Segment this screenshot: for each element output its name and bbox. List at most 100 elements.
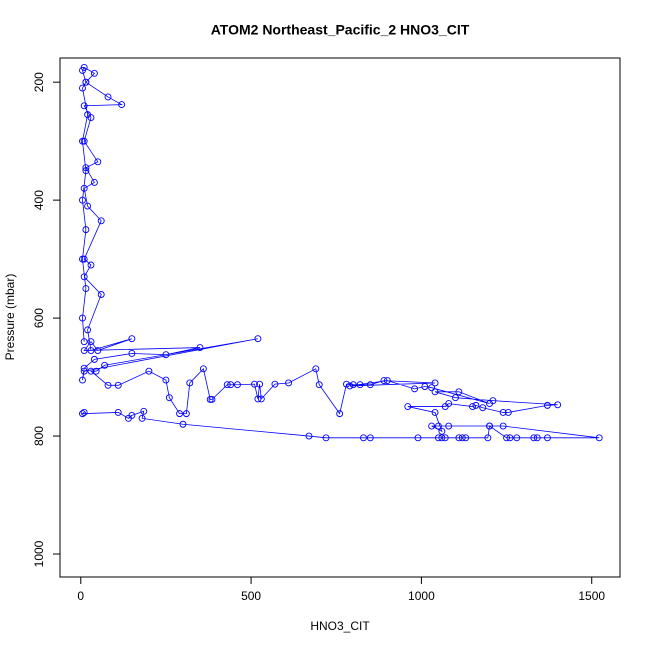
data-point — [411, 385, 419, 393]
data-point — [486, 400, 493, 408]
data-point — [162, 351, 170, 359]
data-point — [80, 338, 88, 346]
data-point — [94, 347, 102, 354]
data-point — [84, 326, 92, 334]
data-point — [87, 347, 95, 354]
data-point — [251, 380, 258, 388]
data-point — [234, 381, 241, 389]
data-point — [533, 434, 541, 442]
data-point — [472, 401, 480, 409]
data-point — [285, 379, 293, 387]
data-point — [94, 158, 102, 166]
data-point — [256, 380, 264, 388]
data-point — [79, 66, 86, 74]
data-point — [176, 410, 184, 418]
data-point — [90, 69, 98, 77]
data-point — [196, 344, 204, 352]
x-tick-label: 0 — [77, 589, 84, 603]
data-point — [479, 404, 487, 412]
data-point — [254, 335, 262, 343]
data-point — [104, 93, 112, 101]
data-point — [360, 434, 367, 442]
data-point — [87, 367, 95, 375]
data-point — [114, 409, 122, 416]
data-point — [356, 381, 364, 389]
data-point — [499, 409, 507, 416]
data-point — [79, 255, 86, 263]
data-point — [349, 381, 357, 389]
data-point — [421, 383, 429, 390]
data-point — [343, 380, 350, 388]
data-point — [206, 396, 214, 403]
data-point — [186, 379, 194, 387]
data-point — [366, 381, 374, 389]
data-point — [431, 409, 439, 416]
data-point — [92, 367, 100, 375]
data-point — [97, 217, 105, 225]
data-point — [227, 381, 235, 389]
y-tick-label: 400 — [32, 190, 46, 210]
data-point — [462, 434, 470, 442]
data-point — [431, 388, 439, 396]
data-point — [128, 335, 136, 343]
data-point — [469, 403, 476, 411]
data-point — [455, 434, 463, 442]
data-point — [452, 394, 459, 402]
x-tick-label: 1000 — [408, 589, 435, 603]
data-point — [162, 376, 170, 384]
data-point — [428, 422, 436, 430]
data-point — [223, 381, 231, 389]
data-point — [484, 434, 492, 442]
data-point — [257, 395, 265, 403]
data-point — [179, 420, 187, 428]
data-point — [82, 78, 90, 86]
data-point — [84, 111, 92, 119]
data-point — [346, 382, 354, 390]
data-point — [97, 291, 105, 298]
data-point — [445, 422, 453, 430]
data-point — [80, 367, 88, 375]
data-point — [271, 380, 279, 388]
data-point — [80, 347, 88, 354]
data-point — [140, 407, 148, 415]
data-point — [530, 434, 538, 442]
data-point — [165, 394, 173, 402]
data-point — [499, 422, 507, 430]
data-point — [441, 434, 449, 442]
data-point — [543, 434, 551, 442]
data-point — [383, 377, 391, 385]
y-axis-label: Pressure (mbar) — [3, 274, 17, 361]
y-tick-label: 1000 — [32, 540, 46, 567]
y-tick-label: 600 — [32, 308, 46, 328]
data-point — [254, 395, 262, 403]
data-point — [506, 434, 514, 442]
data-point — [128, 350, 136, 357]
data-point — [82, 167, 90, 175]
data-point — [84, 202, 92, 210]
data-point — [595, 434, 603, 442]
data-point — [543, 401, 551, 409]
data-point — [79, 410, 86, 418]
data-point — [82, 164, 90, 172]
data-point — [322, 434, 330, 442]
data-point — [554, 401, 562, 409]
x-axis-label: HNO3_CIT — [310, 619, 370, 633]
data-point — [366, 434, 374, 442]
series-line — [81, 66, 600, 439]
chart-title: ATOM2 Northeast_Pacific_2 HNO3_CIT — [211, 22, 470, 38]
data-point — [79, 137, 86, 145]
data-point — [118, 101, 126, 109]
data-point — [79, 196, 86, 204]
data-point — [455, 388, 463, 396]
data-point — [80, 364, 88, 372]
data-point — [431, 379, 439, 387]
data-point — [90, 355, 98, 363]
data-point — [80, 102, 88, 110]
data-point — [434, 422, 442, 430]
plot-frame — [59, 57, 621, 578]
data-point — [504, 409, 512, 416]
data-point — [79, 376, 86, 384]
data-point — [138, 414, 146, 422]
